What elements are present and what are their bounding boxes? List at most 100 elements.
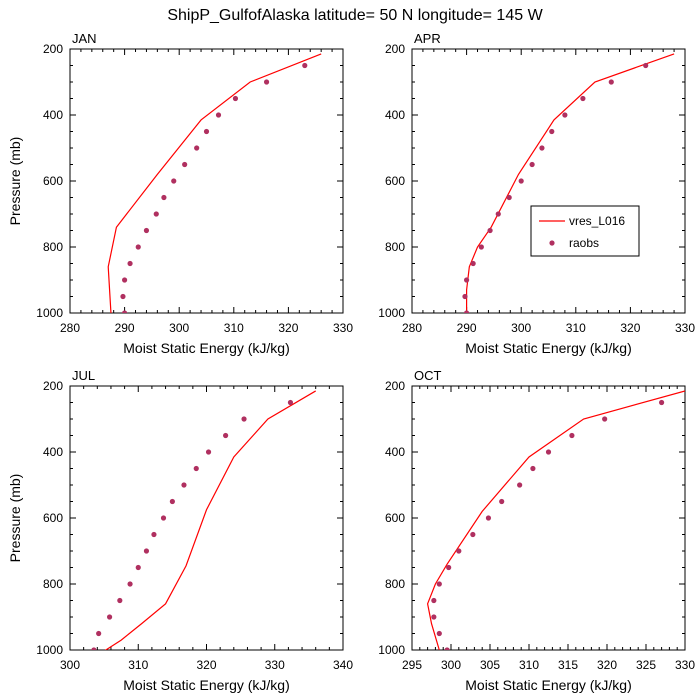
oct-obs-point [569, 432, 575, 439]
jan-obs-point [171, 178, 177, 184]
jan-obs-point [263, 79, 270, 85]
oct-obs-point [602, 416, 608, 422]
apr-ytick-label: 200 [385, 42, 405, 56]
oct-obs-point [470, 531, 476, 538]
oct-xtick-label: 300 [441, 658, 461, 672]
jan-obs-point [232, 95, 239, 102]
oct-obs-point [456, 548, 462, 554]
oct-plot-frame [411, 385, 686, 651]
oct-panel: 295 300 305 310 315 320 325 330 200 400 600 800 1000… [378, 368, 695, 693]
apr-obs-point [529, 161, 535, 168]
jan-plot-frame [69, 48, 344, 314]
jan-xtick-label: 320 [278, 321, 298, 335]
oct-obs-point [485, 515, 492, 521]
jul-ytick-label: 400 [43, 445, 63, 459]
apr-panel-label: APR [414, 31, 441, 46]
jul-xtick-label: 320 [196, 658, 216, 672]
jan-ytick-label: 200 [43, 42, 63, 56]
jan-obs-point [215, 112, 222, 118]
apr-ytick-label: 1000 [378, 306, 405, 320]
apr-obs-point [562, 112, 568, 118]
jul-obs-point [135, 564, 141, 571]
oct-obs-point [499, 498, 505, 505]
jan-obs-point [153, 211, 159, 217]
jul-obs-point [106, 614, 113, 620]
jul-obs-point [91, 647, 97, 650]
jul-obs-point [117, 597, 123, 604]
apr-data [462, 53, 675, 313]
apr-ytick-label: 600 [385, 174, 405, 188]
jan-panel: 280 290 300 310 320 330 200 400 600 800 1000 JAN Moi… [7, 31, 353, 356]
jan-ytick-label: 800 [43, 240, 63, 254]
jan-model-line [107, 53, 322, 313]
oct-obs-point [436, 581, 442, 587]
apr-obs-point [478, 244, 484, 250]
jul-x-axis-title: Moist Static Energy (kJ/kg) [123, 677, 290, 693]
figure-title: ShipP_GulfofAlaska latitude= 50 N longit… [167, 7, 543, 24]
jan-panel-label: JAN [72, 31, 97, 46]
oct-x-axis-title: Moist Static Energy (kJ/kg) [465, 677, 632, 693]
jul-obs-point [96, 630, 102, 637]
jan-xtick-label: 330 [333, 321, 353, 335]
oct-obs-point [446, 564, 452, 571]
jul-plot-frame [69, 385, 344, 651]
jan-ytick-label: 600 [43, 174, 63, 188]
jul-obs-point [241, 416, 247, 422]
oct-obs-point [659, 399, 665, 406]
jul-obs-point [193, 465, 199, 472]
jan-obs-point [194, 145, 200, 151]
apr-obs-point [506, 194, 512, 201]
jan-ytick-label: 400 [43, 108, 63, 122]
jul-obs-point [127, 581, 133, 587]
jan-x-axis-title: Moist Static Energy (kJ/kg) [123, 340, 290, 356]
jan-xtick-label: 310 [224, 321, 244, 335]
jan-obs-point [161, 194, 167, 201]
oct-ytick-label: 400 [385, 445, 405, 459]
apr-model-line [466, 53, 675, 313]
apr-xtick-label: 320 [620, 321, 640, 335]
oct-ytick-label: 600 [385, 511, 405, 525]
oct-data [426, 390, 685, 650]
oct-obs-point [545, 449, 552, 455]
jul-panel: 300 310 320 330 340 200 400 600 800 1000 JUL Moist … [7, 368, 353, 693]
apr-xtick-label: 330 [675, 321, 695, 335]
jul-obs-point [223, 432, 229, 439]
jul-xtick-label: 310 [128, 658, 148, 672]
jul-panel-label: JUL [72, 368, 95, 383]
oct-ytick-label: 1000 [378, 643, 405, 657]
oct-obs-point [436, 630, 442, 637]
jul-xtick-label: 340 [333, 658, 353, 672]
jul-data [91, 390, 317, 650]
jan-obs-point [135, 244, 141, 250]
apr-obs-point [495, 211, 501, 217]
legend-obs-label: raobs [569, 236, 599, 250]
apr-plot-frame [411, 48, 686, 314]
oct-obs-point [431, 614, 437, 620]
legend-box [530, 205, 640, 257]
jul-obs-point [169, 498, 175, 505]
jul-obs-point [143, 548, 150, 554]
jan-obs-point [122, 310, 128, 313]
jul-xtick-label: 300 [60, 658, 80, 672]
jul-ytick-label: 800 [43, 577, 63, 591]
jul-obs-point [181, 482, 187, 488]
oct-ytick-label: 200 [385, 379, 405, 393]
apr-obs-point [608, 79, 614, 85]
oct-xtick-label: 310 [519, 658, 539, 672]
apr-obs-point [518, 178, 524, 184]
oct-xtick-label: 295 [402, 658, 422, 672]
apr-ytick-label: 400 [385, 108, 405, 122]
jan-obs-point [120, 293, 126, 300]
oct-obs-point [444, 647, 450, 650]
apr-xtick-label: 300 [511, 321, 531, 335]
apr-panel: 280 290 300 310 320 330 200 400 600 800 1000 APR Moi… [378, 31, 695, 356]
oct-model-line [426, 390, 685, 650]
apr-ytick-label: 800 [385, 240, 405, 254]
jul-model-line [104, 390, 317, 650]
legend-model-label: vres_L016 [569, 214, 625, 228]
jan-obs-point [143, 227, 150, 234]
jul-xtick-label: 330 [265, 658, 285, 672]
jan-obs-point [122, 277, 128, 283]
apr-xtick-label: 310 [566, 321, 586, 335]
apr-xtick-label: 280 [402, 321, 422, 335]
